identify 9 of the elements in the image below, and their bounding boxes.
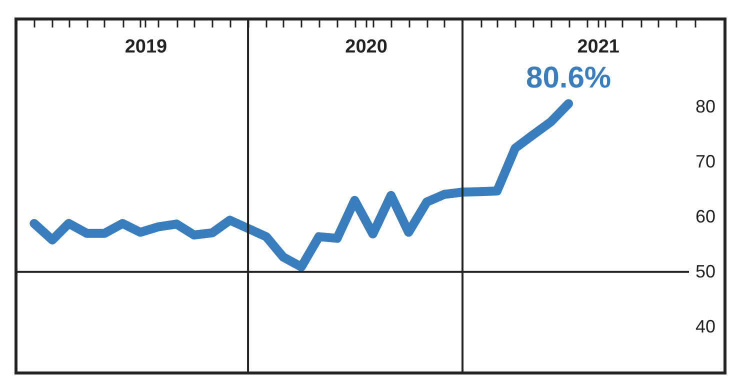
y-tick-label: 80 xyxy=(696,96,716,116)
y-tick-label: 40 xyxy=(696,316,716,336)
x-tick-label: 2021 xyxy=(577,36,620,58)
annotation: 80.6% xyxy=(526,62,612,95)
y-tick-label: 60 xyxy=(696,206,716,226)
x-tick-label: 2019 xyxy=(124,36,168,58)
x-tick-label: 2020 xyxy=(345,36,388,58)
y-tick-label: 50 xyxy=(696,261,716,282)
y-tick-label: 70 xyxy=(696,151,716,172)
